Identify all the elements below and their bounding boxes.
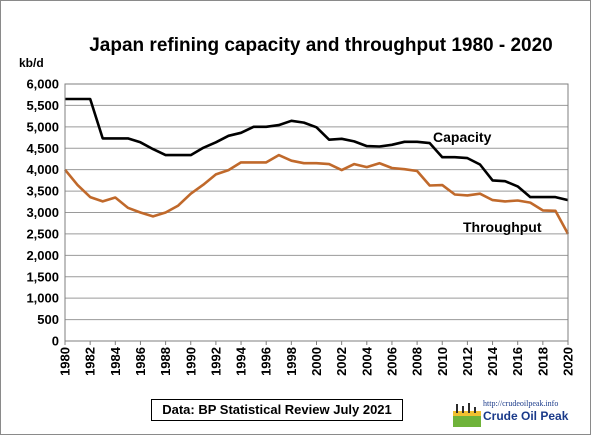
y-tick-label: 6,000 xyxy=(26,77,59,92)
x-tick-label: 1990 xyxy=(183,347,198,376)
x-tick-label: 2008 xyxy=(410,347,425,376)
capacity-line xyxy=(65,97,569,202)
logo-name: Crude Oil Peak xyxy=(483,409,569,423)
source-note: Data: BP Statistical Review July 2021 xyxy=(151,399,403,421)
x-tick-label: 1998 xyxy=(284,347,299,376)
x-tick-label: 1996 xyxy=(259,347,274,376)
throughput-line xyxy=(63,153,570,235)
x-tick-label: 2020 xyxy=(561,347,576,376)
x-tick-label: 2018 xyxy=(535,347,550,376)
x-tick-label: 2000 xyxy=(309,347,324,376)
series-lines xyxy=(63,97,570,235)
logo-url[interactable]: http://crudeoilpeak.info xyxy=(483,399,559,408)
y-tick-label: 3,000 xyxy=(26,205,59,220)
y-tick-label: 4,000 xyxy=(26,162,59,177)
y-tick-label: 1,000 xyxy=(26,291,59,306)
x-tick-label: 1994 xyxy=(234,346,249,376)
y-tick-label: 3,500 xyxy=(26,184,59,199)
x-tick-label: 2006 xyxy=(384,347,399,376)
plot-border xyxy=(64,83,569,342)
oil-field-icon xyxy=(453,403,481,427)
chart-title: Japan refining capacity and throughput 1… xyxy=(89,35,553,56)
y-tick-label: 2,500 xyxy=(26,226,59,241)
x-tick-label: 2014 xyxy=(485,346,500,376)
x-tick-label: 2004 xyxy=(359,346,374,376)
capacity-series-label: Capacity xyxy=(433,129,492,145)
x-tick-label: 2002 xyxy=(334,347,349,376)
y-tick-label: 500 xyxy=(37,312,59,327)
x-tick-label: 1986 xyxy=(133,347,148,376)
throughput-series-label: Throughput xyxy=(463,219,542,235)
y-tick-label: 4,500 xyxy=(26,141,59,156)
x-axis-ticks: 1980 1982 1984 1986 1988 1990 1992 1994 1996 1998… xyxy=(58,341,576,376)
crude-oil-peak-logo[interactable]: http://crudeoilpeak.info Crude Oil Peak xyxy=(453,399,581,429)
y-tick-label: 2,000 xyxy=(26,248,59,263)
x-tick-label: 1992 xyxy=(208,347,223,376)
y-tick-label: 1,500 xyxy=(26,269,59,284)
x-tick-label: 2012 xyxy=(460,347,475,376)
y-axis-ticks: 0 500 1,000 1,500 2,000 2,500 3,000 3,500 4,000 4… xyxy=(26,77,59,349)
y-tick-label: 5,000 xyxy=(26,119,59,134)
x-tick-label: 1984 xyxy=(108,346,123,376)
y-axis-label: kb/d xyxy=(19,56,44,70)
y-tick-label: 5,500 xyxy=(26,98,59,113)
x-tick-label: 2010 xyxy=(435,347,450,376)
x-tick-label: 2016 xyxy=(510,347,525,376)
x-tick-label: 1980 xyxy=(58,347,73,376)
x-tick-label: 1988 xyxy=(158,347,173,376)
x-tick-label: 1982 xyxy=(83,347,98,376)
y-tick-label: 0 xyxy=(52,334,59,349)
